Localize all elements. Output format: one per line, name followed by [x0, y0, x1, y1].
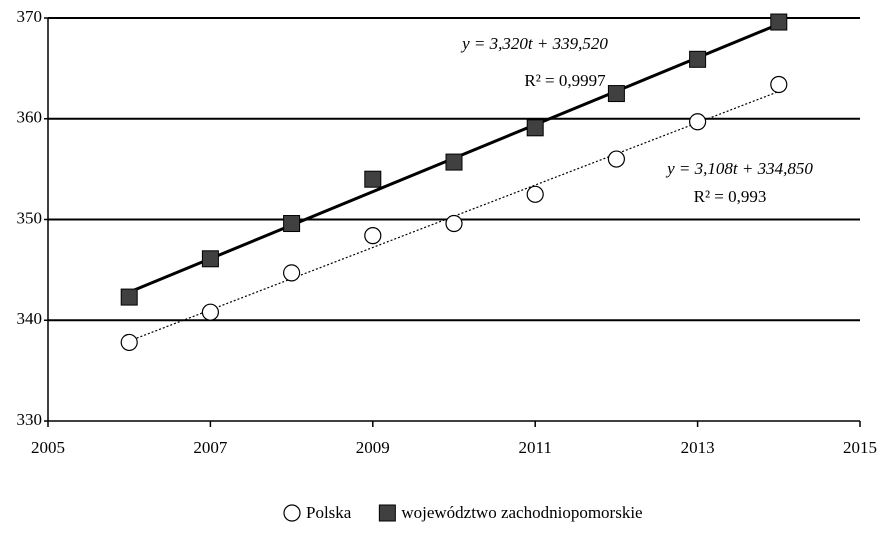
marker: [445, 214, 463, 233]
y-tick-label: 340: [17, 309, 43, 328]
marker: [688, 113, 707, 131]
annotation: R² = 0,993: [694, 187, 767, 206]
legend-label: Polska: [306, 503, 352, 522]
marker: [378, 504, 396, 522]
marker: [770, 75, 788, 94]
marker: [689, 50, 707, 68]
x-tick-label: 2015: [843, 438, 877, 457]
marker: [526, 185, 544, 203]
x-tick-label: 2005: [31, 438, 65, 457]
marker: [283, 215, 301, 233]
y-tick-label: 360: [17, 108, 43, 127]
y-tick-label: 330: [17, 410, 43, 429]
x-tick-label: 2009: [356, 438, 390, 457]
annotation: y = 3,320t + 339,520: [460, 34, 608, 53]
x-tick-label: 2011: [519, 438, 552, 457]
marker: [201, 250, 219, 268]
marker: [283, 264, 301, 282]
legend-label: województwo zachodniopomorskie: [401, 503, 642, 522]
annotation: R² = 0,9997: [524, 71, 606, 90]
x-tick-label: 2007: [193, 438, 228, 457]
y-tick-label: 370: [17, 7, 43, 26]
marker: [201, 303, 219, 321]
marker: [120, 288, 138, 306]
plot: 330 340 350 360 370 2005 2007 2009 2011 2013 2015 P…: [17, 7, 878, 522]
annotation: y = 3,108t + 334,850: [665, 159, 813, 178]
marker: [770, 13, 788, 31]
marker: [445, 153, 463, 171]
marker: [364, 227, 382, 245]
marker: [526, 119, 544, 137]
marker: [364, 170, 382, 188]
x-tick-label: 2013: [681, 438, 715, 457]
marker: [120, 333, 138, 352]
marker: [607, 85, 625, 103]
y-tick-label: 350: [17, 208, 43, 227]
marker: [607, 150, 626, 168]
marker: [283, 504, 301, 522]
